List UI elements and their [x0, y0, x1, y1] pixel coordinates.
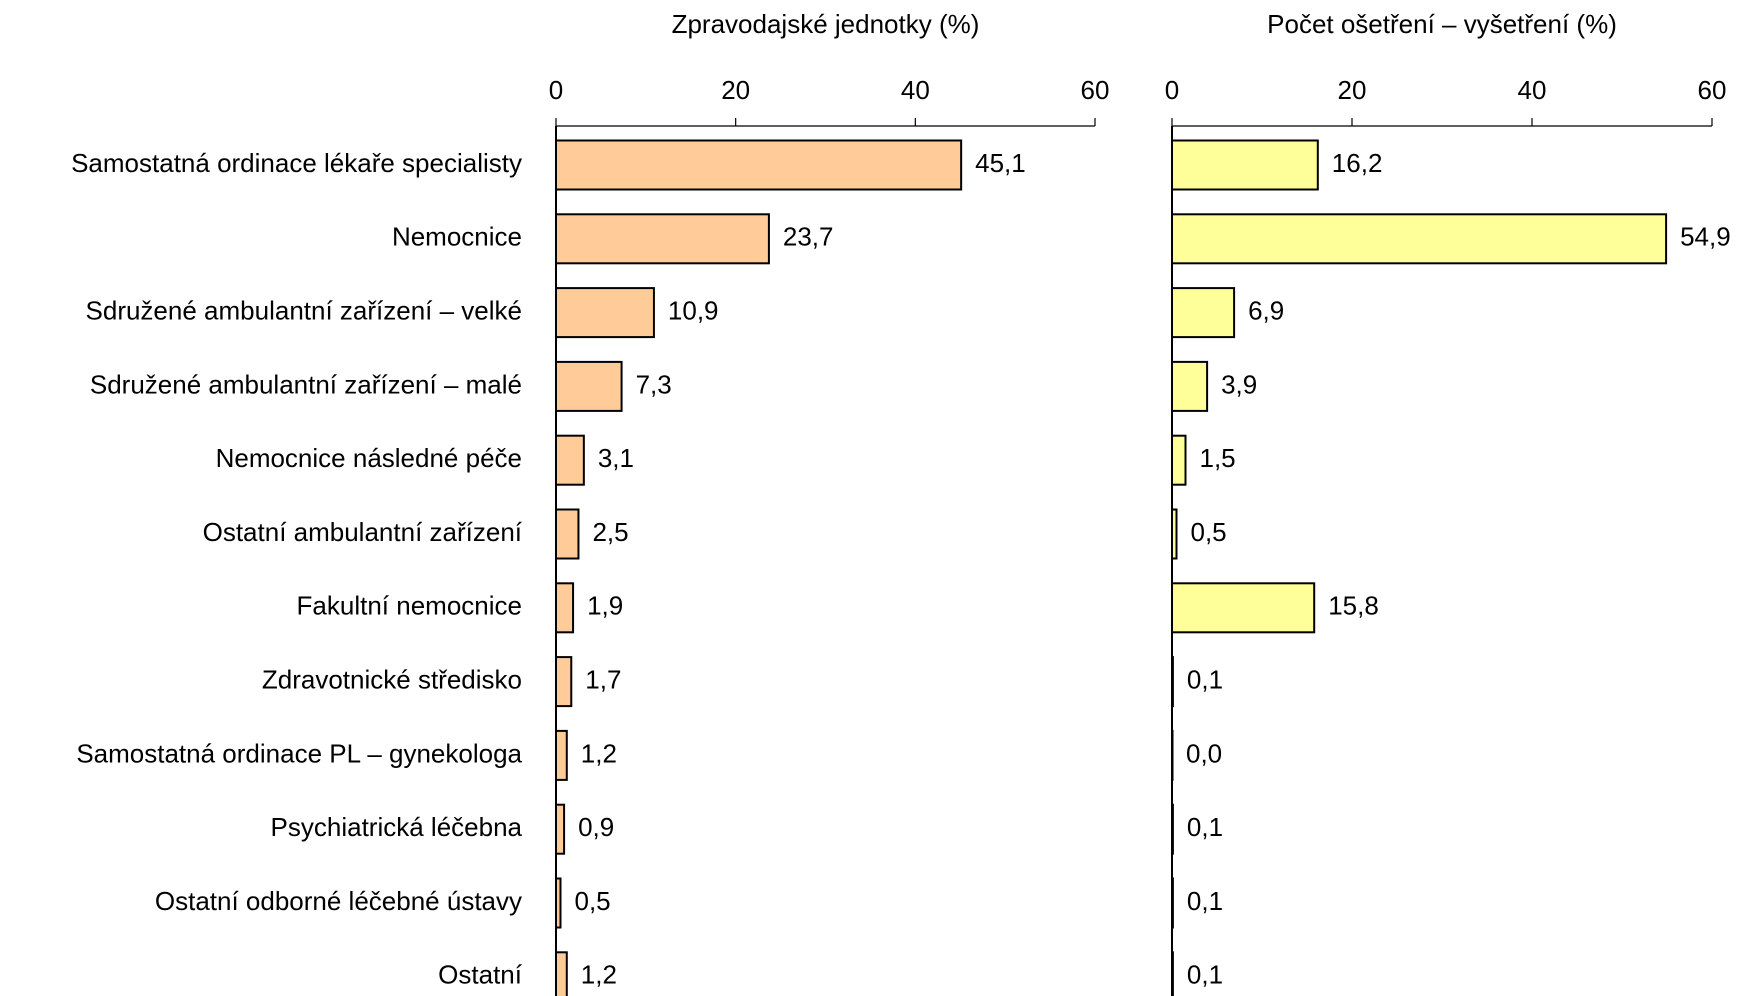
- x-tick-label: 60: [1081, 75, 1110, 105]
- category-label: Ostatní: [438, 960, 523, 990]
- value-label: 10,9: [668, 295, 719, 325]
- bar: [555, 508, 580, 560]
- bar: [1171, 803, 1174, 855]
- bar: [555, 656, 573, 708]
- category-label: Samostatná ordinace PL – gynekologa: [76, 738, 522, 768]
- bar: [1171, 508, 1178, 560]
- value-label: 1,9: [587, 591, 623, 621]
- x-tick-label: 20: [721, 75, 750, 105]
- x-tick-label: 40: [1518, 75, 1547, 105]
- category-label: Psychiatrická léčebna: [271, 812, 523, 842]
- value-label: 0,1: [1187, 886, 1223, 916]
- value-label: 0,9: [578, 812, 614, 842]
- bar: [1171, 951, 1174, 996]
- value-label: 0,1: [1187, 664, 1223, 694]
- bar: [1171, 287, 1236, 339]
- value-label: 6,9: [1248, 295, 1284, 325]
- x-tick-label: 40: [901, 75, 930, 105]
- x-tick-label: 60: [1698, 75, 1727, 105]
- bar: [1171, 434, 1187, 486]
- bar: [1171, 213, 1668, 265]
- value-label: 0,1: [1187, 960, 1223, 990]
- bar: [555, 951, 568, 996]
- value-label: 1,2: [581, 960, 617, 990]
- category-label: Sdružené ambulantní zařízení – velké: [86, 295, 522, 325]
- category-label: Nemocnice: [392, 222, 522, 252]
- panel-title: Počet ošetření – vyšetření (%): [1267, 9, 1617, 39]
- bar: [555, 434, 585, 486]
- bar: [555, 582, 575, 634]
- bar: [1171, 877, 1174, 929]
- value-label: 0,5: [574, 886, 610, 916]
- value-label: 1,2: [581, 738, 617, 768]
- bar: [1171, 582, 1316, 634]
- bar: [1171, 139, 1319, 191]
- category-label: Fakultní nemocnice: [297, 591, 522, 621]
- value-label: 7,3: [636, 369, 672, 399]
- category-label: Zdravotnické středisko: [262, 664, 522, 694]
- value-label: 23,7: [783, 222, 834, 252]
- category-label: Samostatná ordinace lékaře specialisty: [71, 148, 522, 178]
- x-tick-label: 0: [549, 75, 563, 105]
- x-tick-label: 20: [1338, 75, 1367, 105]
- value-label: 0,0: [1186, 738, 1222, 768]
- value-label: 54,9: [1680, 222, 1731, 252]
- x-tick-label: 0: [1165, 75, 1179, 105]
- category-label: Ostatní ambulantní zařízení: [203, 517, 523, 547]
- category-label: Sdružené ambulantní zařízení – malé: [90, 369, 522, 399]
- value-label: 16,2: [1332, 148, 1383, 178]
- bar: [555, 360, 623, 412]
- value-label: 2,5: [592, 517, 628, 547]
- value-label: 1,5: [1200, 443, 1236, 473]
- value-label: 3,9: [1221, 369, 1257, 399]
- value-label: 1,7: [585, 664, 621, 694]
- panel-title: Zpravodajské jednotky (%): [672, 9, 980, 39]
- value-label: 45,1: [975, 148, 1026, 178]
- category-label: Ostatní odborné léčebné ústavy: [155, 886, 522, 916]
- value-label: 15,8: [1328, 591, 1379, 621]
- value-label: 0,1: [1187, 812, 1223, 842]
- bar: [555, 729, 568, 781]
- bar: [1171, 360, 1209, 412]
- bar: [555, 213, 770, 265]
- value-label: 3,1: [598, 443, 634, 473]
- bar: [555, 803, 566, 855]
- bar: [555, 877, 562, 929]
- bar: [555, 287, 655, 339]
- bar: [1171, 729, 1174, 781]
- bar: [1171, 656, 1174, 708]
- category-label: Nemocnice následné péče: [216, 443, 522, 473]
- value-label: 0,5: [1191, 517, 1227, 547]
- bar: [555, 139, 963, 191]
